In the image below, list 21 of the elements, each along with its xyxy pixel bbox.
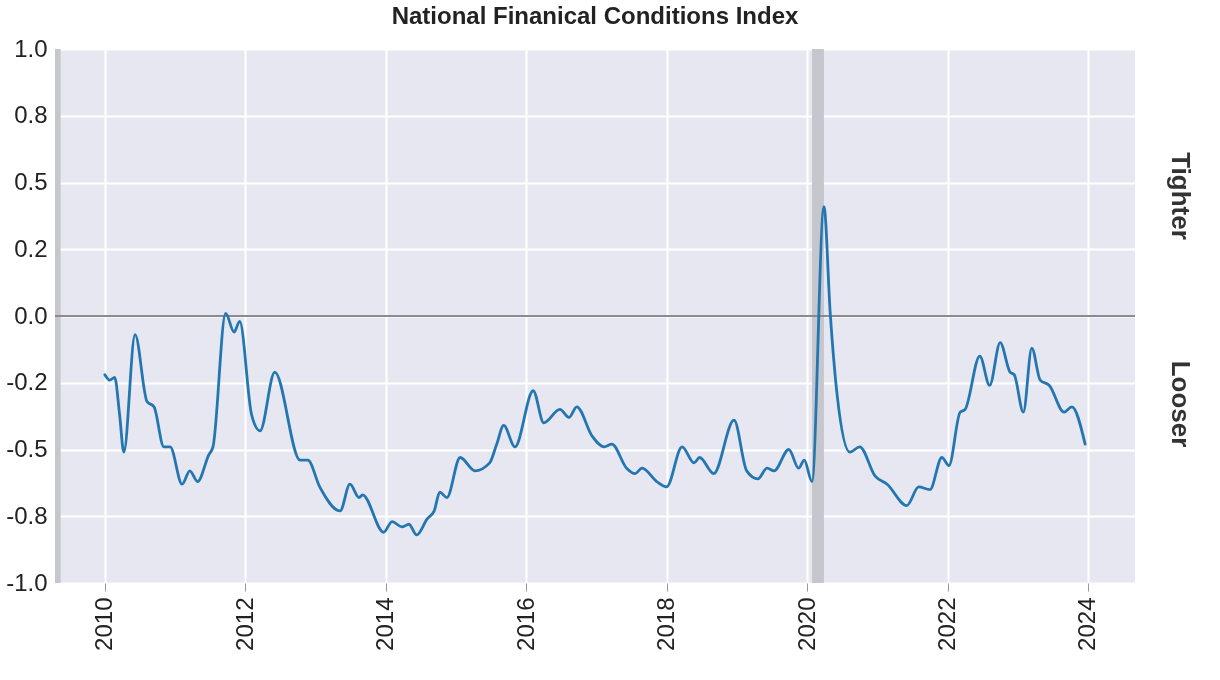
x-tick-label: 2014 (371, 597, 399, 651)
x-tick-label: 2024 (1073, 597, 1101, 651)
x-tick-label: 2018 (652, 597, 680, 651)
y-tick-label: 0.2 (14, 234, 48, 262)
x-tick-label: 2020 (792, 597, 820, 651)
y-tick-label: -0.8 (6, 501, 48, 529)
y-tick-label: 0.0 (14, 301, 48, 329)
x-tick-label: 2010 (90, 597, 118, 651)
y-tick-label: 1.0 (14, 34, 48, 62)
text: Looser (1164, 360, 1196, 448)
x-tick-label: 2016 (511, 597, 539, 651)
line-series (103, 205, 1087, 537)
y-tick-label: 0.5 (14, 168, 48, 195)
x-tick-label: 2022 (933, 597, 961, 651)
y-tick-label: -0.5 (6, 435, 48, 462)
text: Tighter (1164, 152, 1196, 240)
chart-title: National Finanical Conditions Index (391, 2, 799, 29)
y-tick-label: -1.0 (6, 568, 48, 596)
y-tick-label: 0.8 (14, 101, 48, 129)
x-tick-label: 2012 (230, 597, 258, 651)
y-tick-label: -0.2 (6, 368, 48, 396)
